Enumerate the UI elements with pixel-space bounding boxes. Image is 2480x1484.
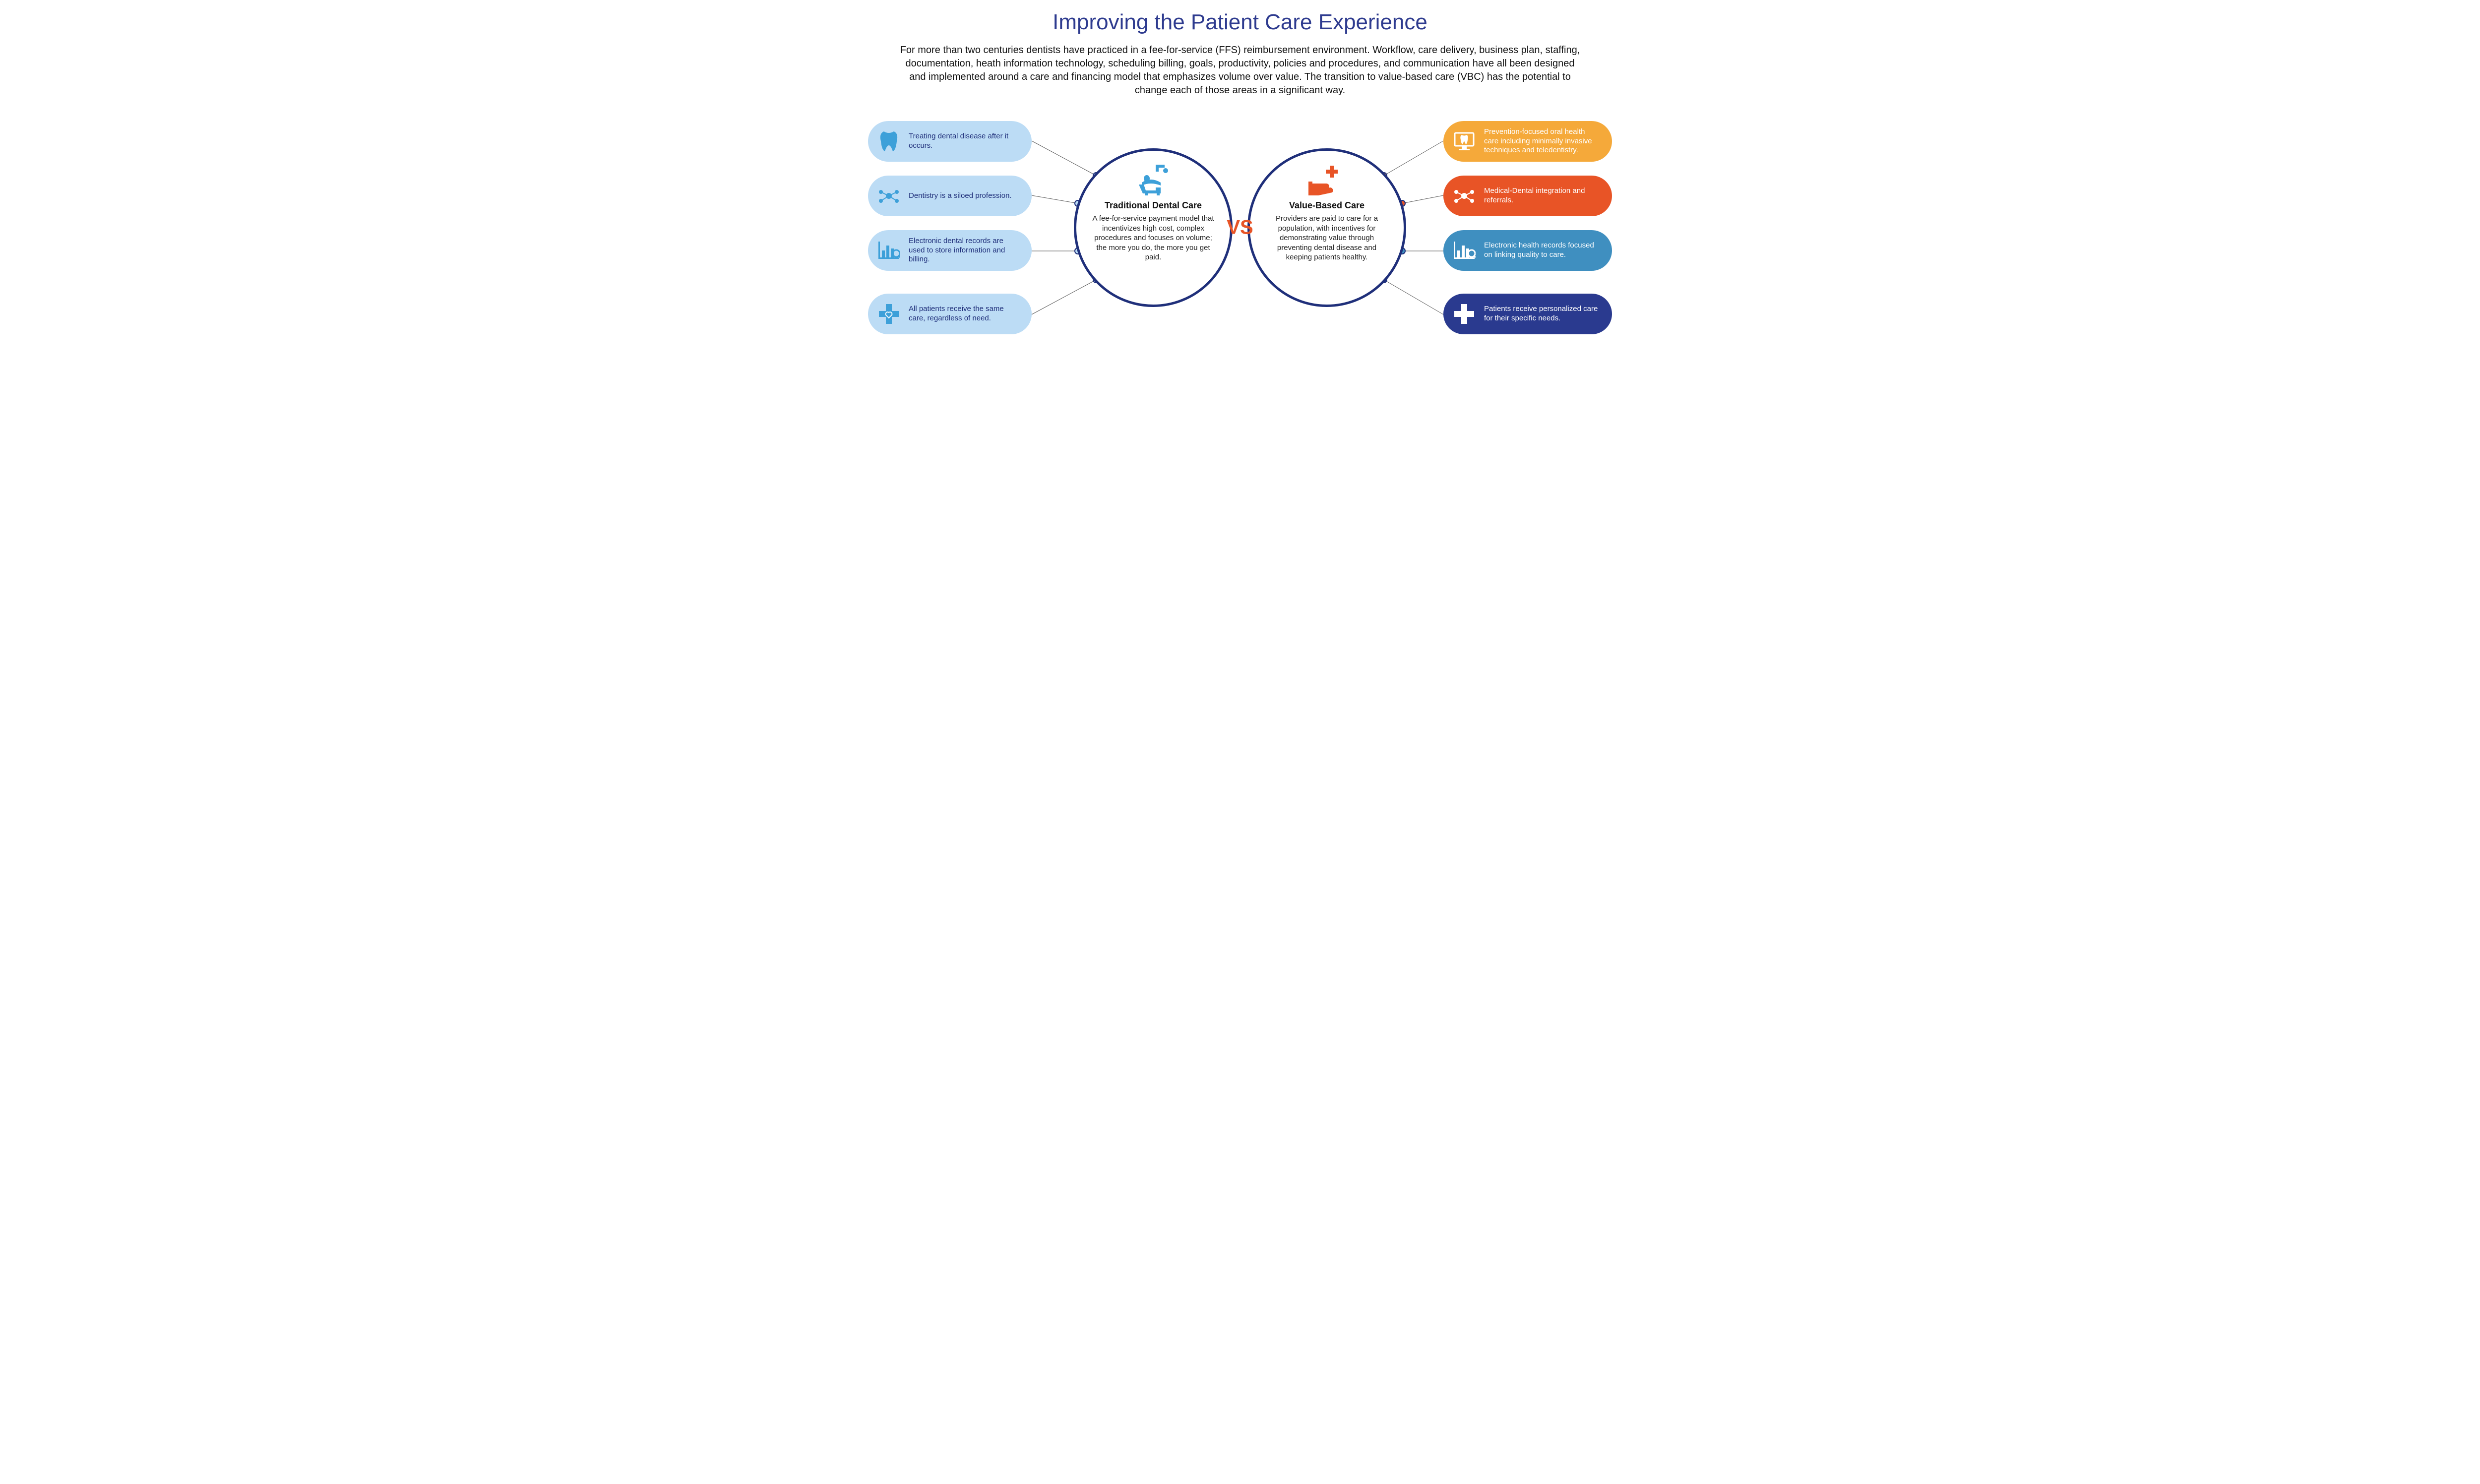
right-pill-3: Patients receive personalized care for t… [1443, 294, 1612, 334]
heart-cross-icon [877, 302, 901, 326]
hand-care-icon [1308, 163, 1345, 197]
traditional-title: Traditional Dental Care [1105, 200, 1202, 211]
traditional-desc: A fee-for-service payment model that inc… [1090, 214, 1216, 262]
left-pill-text-0: Treating dental disease after it occurs. [909, 132, 1020, 151]
left-pill-3: All patients receive the same care, rega… [868, 294, 1032, 334]
traditional-circle: Traditional Dental Care A fee-for-servic… [1074, 148, 1233, 307]
network-icon [1452, 184, 1476, 208]
vs-label: VS [1227, 217, 1253, 239]
right-pill-text-0: Prevention-focused oral health care incl… [1484, 127, 1600, 155]
dental-chair-icon [1136, 163, 1171, 197]
right-pill-1: Medical-Dental integration and referrals… [1443, 176, 1612, 216]
right-pill-text-2: Electronic health records focused on lin… [1484, 241, 1600, 260]
value-based-circle: Value-Based Care Providers are paid to c… [1247, 148, 1406, 307]
heart-cross-icon [1452, 302, 1476, 326]
intro-paragraph: For more than two centuries dentists hav… [898, 44, 1582, 97]
left-pill-0: Treating dental disease after it occurs. [868, 121, 1032, 162]
right-pill-2: Electronic health records focused on lin… [1443, 230, 1612, 271]
tele-screen-icon [1452, 129, 1476, 153]
records-chart-icon [877, 239, 901, 262]
value-based-title: Value-Based Care [1289, 200, 1364, 211]
records-chart-icon [1452, 239, 1476, 262]
page-title: Improving the Patient Care Experience [853, 10, 1627, 35]
value-based-desc: Providers are paid to care for a populat… [1264, 214, 1390, 262]
right-pill-text-1: Medical-Dental integration and referrals… [1484, 186, 1600, 205]
right-pill-0: Prevention-focused oral health care incl… [1443, 121, 1612, 162]
left-pill-text-3: All patients receive the same care, rega… [909, 305, 1020, 323]
left-pill-text-2: Electronic dental records are used to st… [909, 237, 1020, 264]
left-pill-text-1: Dentistry is a siloed profession. [909, 191, 1012, 201]
left-pill-2: Electronic dental records are used to st… [868, 230, 1032, 271]
comparison-diagram: Traditional Dental Care A fee-for-servic… [853, 111, 1627, 344]
network-icon [877, 184, 901, 208]
tooth-icon [877, 129, 901, 153]
right-pill-text-3: Patients receive personalized care for t… [1484, 305, 1600, 323]
left-pill-1: Dentistry is a siloed profession. [868, 176, 1032, 216]
